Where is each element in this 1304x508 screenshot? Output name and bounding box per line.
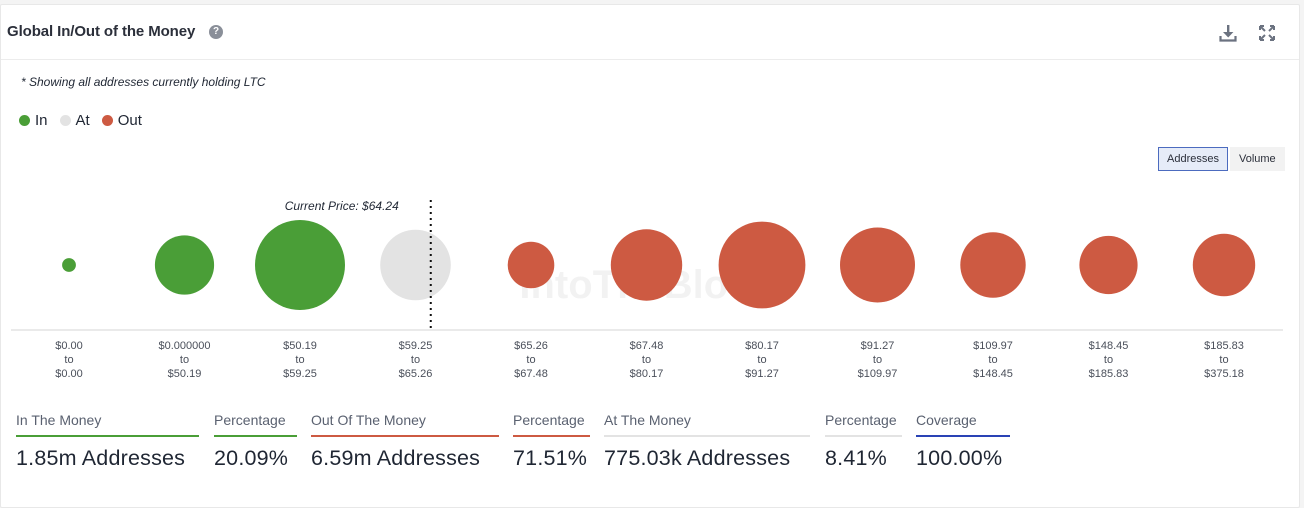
tick-label-from: $148.45 (1089, 340, 1129, 352)
stat-bar (916, 435, 1010, 437)
stat-value: 6.59m Addresses (311, 446, 481, 470)
stat-at-percentage: Percentage 8.41% (825, 411, 902, 471)
stat-out-percentage: Percentage 71.51% (513, 411, 590, 471)
stat-label: Out Of The Money (311, 412, 426, 428)
stat-label: Percentage (214, 412, 286, 428)
legend: In At Out (19, 112, 142, 129)
download-button[interactable] (1218, 23, 1238, 43)
legend-dot-in (19, 115, 30, 126)
addresses-toggle-button[interactable]: Addresses (1158, 147, 1228, 171)
stat-value: 775.03k Addresses (604, 446, 791, 470)
tick-label-to: $148.45 (973, 368, 1013, 380)
legend-item-out[interactable]: Out (101, 112, 142, 129)
tick-label-separator: to (411, 354, 420, 366)
stat-bar (825, 435, 902, 437)
tick-label-from: $50.19 (283, 340, 317, 352)
bubble-in[interactable] (62, 258, 76, 272)
current-price-label: Current Price: $64.24 (285, 199, 399, 213)
download-icon (1219, 25, 1237, 42)
bubble-out[interactable] (840, 227, 915, 303)
tick-label-from: $109.97 (973, 340, 1013, 352)
metric-toggle: Addresses Volume (1158, 147, 1285, 171)
tick-label-separator: to (180, 354, 189, 366)
expand-icon (1259, 25, 1275, 41)
tick-label-separator: to (526, 354, 535, 366)
tick-label-from: $80.17 (745, 340, 779, 352)
tick-label-from: $0.000000 (159, 340, 211, 352)
tick-label-separator: to (1219, 354, 1228, 366)
stat-bar (311, 435, 499, 437)
stat-out-of-the-money: Out Of The Money 6.59m Addresses (311, 411, 499, 471)
legend-label: In (35, 112, 48, 129)
legend-label: Out (117, 112, 142, 129)
bubble-out[interactable] (610, 229, 683, 301)
bubble-out[interactable] (507, 241, 555, 289)
stat-label: In The Money (16, 412, 102, 428)
stat-value: 71.51% (513, 446, 588, 470)
tick-label-to: $91.27 (745, 368, 779, 380)
tick-label-from: $65.26 (514, 340, 548, 352)
stat-coverage: Coverage 100.00% (916, 411, 1010, 471)
legend-dot-at (59, 115, 71, 126)
page-title: Global In/Out of the Money (7, 23, 196, 40)
legend-item-at[interactable]: At (59, 112, 90, 129)
legend-dot-out (101, 115, 113, 126)
stat-bar (513, 435, 590, 437)
tick-label-from: $59.25 (399, 340, 433, 352)
chart-card: Global In/Out of the Money ? * Showing a… (0, 4, 1300, 508)
tick-label-to: $109.97 (858, 368, 898, 380)
stat-in-the-money: In The Money 1.85m Addresses (16, 411, 199, 471)
bubble-chart: IntoTheBlock$0.00to$0.00$0.000000to$50.1… (11, 199, 1283, 380)
stat-label: At The Money (604, 412, 691, 428)
bubble-in[interactable] (255, 220, 345, 310)
help-circle-icon[interactable]: ? (209, 25, 223, 39)
stat-value: 1.85m Addresses (16, 446, 186, 470)
holding-note: * Showing all addresses currently holdin… (21, 75, 266, 89)
stat-bar (214, 435, 297, 437)
bubble-out[interactable] (1192, 233, 1256, 297)
tick-label-from: $67.48 (630, 340, 664, 352)
stat-label: Coverage (916, 412, 977, 428)
stat-bar (16, 435, 199, 437)
stat-label: Percentage (825, 412, 897, 428)
stat-value: 20.09% (214, 446, 289, 470)
tick-label-separator: to (295, 354, 304, 366)
tick-label-to: $50.19 (168, 368, 202, 380)
stat-label: Percentage (513, 412, 585, 428)
tick-label-from: $185.83 (1204, 340, 1244, 352)
volume-toggle-button[interactable]: Volume (1229, 147, 1285, 171)
tick-label-separator: to (1104, 354, 1113, 366)
stat-in-percentage: Percentage 20.09% (214, 411, 297, 471)
tick-label-to: $375.18 (1204, 368, 1244, 380)
bubble-at[interactable] (380, 229, 451, 301)
tick-label-to: $65.26 (399, 368, 433, 380)
stat-value: 8.41% (825, 446, 887, 470)
bubble-out[interactable] (1079, 235, 1138, 295)
tick-label-to: $0.00 (55, 368, 83, 380)
tick-label-to: $185.83 (1089, 368, 1129, 380)
tick-label-separator: to (757, 354, 766, 366)
tick-label-to: $80.17 (630, 368, 664, 380)
card-header: Global In/Out of the Money ? (1, 5, 1299, 60)
tick-label-to: $67.48 (514, 368, 548, 380)
bubble-in[interactable] (154, 235, 215, 295)
bubble-out[interactable] (960, 232, 1026, 298)
tick-label-from: $91.27 (861, 340, 895, 352)
stat-value: 100.00% (916, 446, 1003, 470)
tick-label-from: $0.00 (55, 340, 83, 352)
tick-label-separator: to (64, 354, 73, 366)
expand-button[interactable] (1257, 23, 1277, 43)
stat-bar (604, 435, 810, 437)
bubble-out[interactable] (718, 221, 806, 309)
tick-label-to: $59.25 (283, 368, 317, 380)
stat-at-the-money: At The Money 775.03k Addresses (604, 411, 810, 471)
legend-item-in[interactable]: In (19, 112, 48, 129)
legend-label: At (75, 112, 90, 129)
tick-label-separator: to (988, 354, 997, 366)
tick-label-separator: to (873, 354, 882, 366)
tick-label-separator: to (642, 354, 651, 366)
